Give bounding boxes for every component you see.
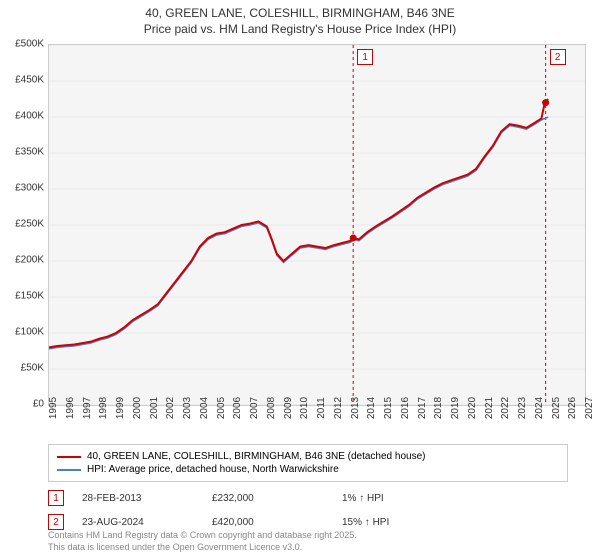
x-tick-label: 2025 [551, 397, 562, 419]
x-tick-label: 2012 [333, 397, 344, 419]
x-tick-label: 2001 [149, 397, 160, 419]
x-tick-label: 2000 [132, 397, 143, 419]
x-tick-label: 2014 [366, 397, 377, 419]
y-tick-label: £350K [15, 147, 44, 158]
footer-line1: Contains HM Land Registry data © Crown c… [48, 530, 357, 542]
y-tick-label: £50K [21, 363, 44, 374]
y-tick-label: £200K [15, 255, 44, 266]
y-tick-label: £400K [15, 111, 44, 122]
y-tick-label: £150K [15, 291, 44, 302]
x-tick-label: 2007 [249, 397, 260, 419]
x-tick-label: 2019 [450, 397, 461, 419]
footer-text: Contains HM Land Registry data © Crown c… [48, 530, 357, 553]
x-tick-label: 2003 [182, 397, 193, 419]
title-line1: 40, GREEN LANE, COLESHILL, BIRMINGHAM, B… [0, 6, 600, 22]
marker-delta: 1% ↑ HPI [342, 493, 472, 504]
x-tick-label: 2018 [433, 397, 444, 419]
legend-row: 40, GREEN LANE, COLESHILL, BIRMINGHAM, B… [57, 451, 559, 462]
x-tick-label: 2023 [517, 397, 528, 419]
y-tick-label: £0 [33, 399, 44, 410]
x-tick-label: 2017 [417, 397, 428, 419]
y-tick-label: £250K [15, 219, 44, 230]
marker-price: £232,000 [212, 493, 342, 504]
footer-line2: This data is licensed under the Open Gov… [48, 542, 357, 554]
marker-delta: 15% ↑ HPI [342, 517, 472, 528]
title-line2: Price paid vs. HM Land Registry's House … [0, 22, 600, 38]
x-tick-label: 2016 [400, 397, 411, 419]
x-tick-label: 1999 [115, 397, 126, 419]
x-tick-label: 2026 [567, 397, 578, 419]
x-tick-label: 2006 [232, 397, 243, 419]
x-tick-label: 2013 [350, 397, 361, 419]
x-tick-label: 1997 [82, 397, 93, 419]
x-tick-label: 2024 [534, 397, 545, 419]
legend: 40, GREEN LANE, COLESHILL, BIRMINGHAM, B… [48, 444, 568, 482]
chart-plot-area: 12 [48, 44, 586, 406]
legend-label: HPI: Average price, detached house, Nort… [87, 464, 339, 475]
x-tick-label: 2004 [199, 397, 210, 419]
marker-badge: 2 [48, 514, 64, 530]
x-tick-label: 1996 [65, 397, 76, 419]
y-axis: £0£50K£100K£150K£200K£250K£300K£350K£400… [0, 44, 48, 404]
marker-table-row: 1 28-FEB-2013 £232,000 1% ↑ HPI [48, 486, 568, 510]
x-tick-label: 2022 [500, 397, 511, 419]
y-tick-label: £300K [15, 183, 44, 194]
x-tick-label: 1995 [48, 397, 59, 419]
chart-title: 40, GREEN LANE, COLESHILL, BIRMINGHAM, B… [0, 0, 600, 37]
x-tick-label: 2008 [266, 397, 277, 419]
x-tick-label: 2009 [283, 397, 294, 419]
x-tick-label: 2005 [216, 397, 227, 419]
legend-row: HPI: Average price, detached house, Nort… [57, 464, 559, 475]
chart-container: 40, GREEN LANE, COLESHILL, BIRMINGHAM, B… [0, 0, 600, 560]
chart-marker-badge: 2 [550, 49, 566, 65]
x-tick-label: 2002 [165, 397, 176, 419]
marker-date: 28-FEB-2013 [82, 493, 212, 504]
x-tick-label: 2011 [316, 397, 327, 419]
chart-svg [49, 45, 585, 405]
legend-label: 40, GREEN LANE, COLESHILL, BIRMINGHAM, B… [87, 451, 425, 462]
x-tick-label: 2021 [484, 397, 495, 419]
y-tick-label: £500K [15, 39, 44, 50]
marker-date: 23-AUG-2024 [82, 517, 212, 528]
y-tick-label: £450K [15, 75, 44, 86]
chart-marker-badge: 1 [357, 49, 373, 65]
marker-table: 1 28-FEB-2013 £232,000 1% ↑ HPI 2 23-AUG… [48, 486, 568, 534]
legend-swatch [57, 456, 81, 458]
x-tick-label: 2015 [383, 397, 394, 419]
x-tick-label: 2027 [584, 397, 595, 419]
marker-badge: 1 [48, 490, 64, 506]
x-tick-label: 2020 [467, 397, 478, 419]
x-axis: 1995199619971998199920002001200220032004… [48, 404, 584, 444]
legend-swatch [57, 469, 81, 471]
x-tick-label: 1998 [98, 397, 109, 419]
y-tick-label: £100K [15, 327, 44, 338]
x-tick-label: 2010 [299, 397, 310, 419]
marker-price: £420,000 [212, 517, 342, 528]
